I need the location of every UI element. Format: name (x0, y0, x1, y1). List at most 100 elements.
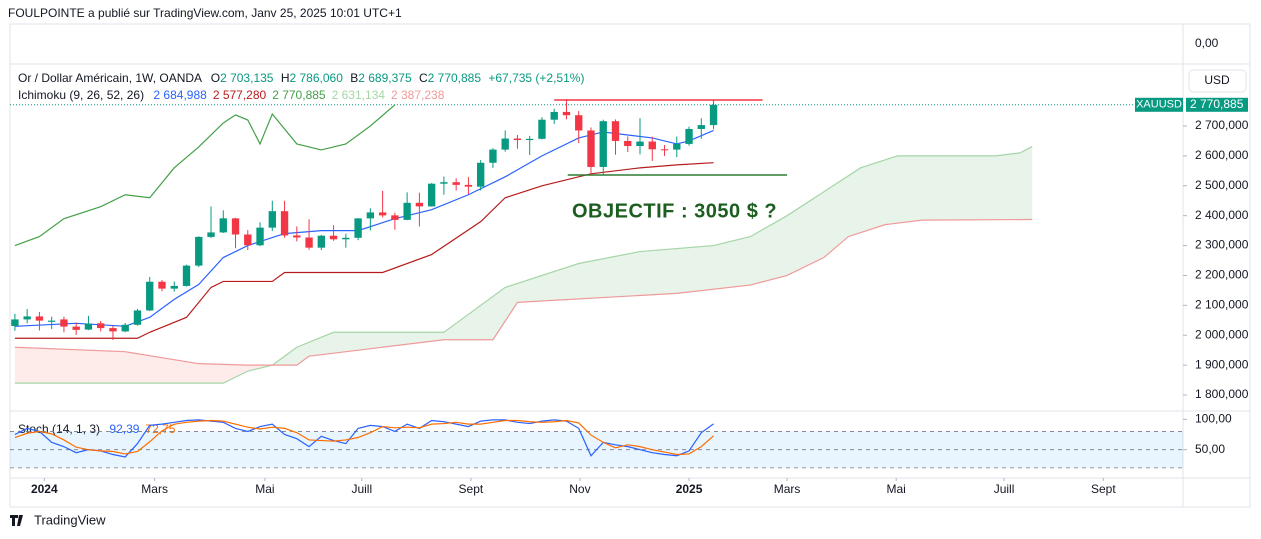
cloud (836, 179, 843, 248)
cloud (640, 251, 647, 296)
candle-body (562, 111, 571, 116)
cloud (407, 332, 414, 345)
candle-body (697, 125, 705, 129)
candle-body (329, 235, 338, 240)
cloud (879, 159, 886, 227)
cloud (652, 250, 659, 295)
cloud (793, 207, 800, 273)
cloud (921, 155, 929, 221)
cloud (57, 348, 64, 384)
cloud (413, 332, 420, 344)
candle-body (575, 115, 583, 131)
cloud (934, 155, 941, 221)
indicator-value: 2 387,238 (391, 88, 445, 102)
cloud (76, 349, 83, 384)
candle-body (709, 104, 718, 126)
cloud (376, 332, 383, 348)
cloud (909, 155, 916, 222)
candle-body (305, 237, 313, 248)
indicator-name: Stoch (14, 1, 3) (18, 422, 100, 436)
cloud (554, 269, 561, 301)
cloud (903, 155, 910, 223)
cloud (1019, 149, 1027, 220)
cloud (223, 364, 230, 384)
indicator-value: 92,39 (109, 422, 139, 436)
candle-body (268, 211, 276, 228)
cloud (805, 199, 812, 267)
cloud (253, 365, 261, 370)
cloud (168, 358, 175, 384)
cloud (394, 332, 401, 346)
candle-body (231, 218, 240, 235)
cloud (382, 332, 389, 348)
cloud (817, 191, 824, 261)
cloud (21, 347, 28, 384)
cloud (131, 352, 138, 384)
candle-body (636, 141, 644, 147)
indicator-name: Ichimoku (9, 26, 52, 26) (18, 88, 144, 102)
price-tag-bg (1186, 97, 1248, 112)
candle-body (660, 149, 669, 151)
cloud (1026, 146, 1033, 220)
ohlc-key: B (350, 71, 358, 85)
cloud (989, 155, 996, 220)
cloud (560, 267, 567, 300)
cloud (787, 211, 794, 276)
candle-body (513, 138, 522, 141)
indicator-value: 72,75 (145, 422, 175, 436)
main-pane (11, 99, 1033, 384)
cloud (719, 242, 726, 289)
cloud (842, 175, 849, 242)
symbol: Or / Dollar Américain, 1W, OANDA (18, 71, 202, 85)
cloud (100, 350, 107, 384)
candle-body (476, 162, 485, 187)
cloud (676, 248, 683, 294)
cloud (155, 356, 162, 384)
cloud (125, 351, 132, 384)
candle-body (256, 227, 264, 246)
cloud (27, 347, 34, 384)
ohlc-key: H (281, 71, 290, 85)
cloud (321, 334, 328, 355)
currency[interactable]: USD (1204, 73, 1230, 87)
x-tick-label: Mai (255, 482, 274, 496)
annotation: OBJECTIF : 3050 $ ? (572, 200, 777, 222)
cloud (499, 287, 506, 331)
x-tick-label: Nov (569, 482, 590, 496)
cloud (603, 257, 610, 298)
cloud (995, 155, 1002, 220)
cloud (885, 157, 892, 225)
cloud (174, 359, 181, 384)
cloud (523, 279, 530, 303)
indicator-line (14, 162, 714, 339)
cloud (327, 332, 334, 354)
cloud (615, 255, 622, 297)
currency-button[interactable] (1188, 69, 1247, 93)
cloud (112, 351, 120, 384)
cloud (664, 249, 671, 295)
cloud (609, 256, 616, 298)
cloud (161, 357, 169, 384)
candle-body (97, 323, 105, 329)
cloud (578, 262, 585, 299)
y-tick-label: 2 600,000 (1195, 148, 1249, 162)
cloud (762, 226, 769, 282)
cloud (707, 245, 714, 290)
cloud (946, 155, 953, 221)
candle-body (501, 138, 509, 150)
cloud (443, 327, 451, 340)
y-tick-label: 100,00 (1195, 411, 1232, 425)
cloud (670, 248, 677, 294)
cloud (1013, 152, 1020, 220)
candle-body (378, 212, 387, 216)
cloud (33, 347, 40, 384)
candle-body (207, 232, 215, 237)
cloud (701, 246, 708, 291)
y-tick-label: 1 800,000 (1195, 387, 1249, 401)
x-tick-label: 2024 (31, 482, 58, 496)
x-tick-label: Mars (141, 482, 168, 496)
price-tag: 2 770,885 (1190, 97, 1244, 111)
cloud (401, 332, 408, 345)
candle-body (611, 121, 620, 141)
cloud (731, 239, 739, 288)
